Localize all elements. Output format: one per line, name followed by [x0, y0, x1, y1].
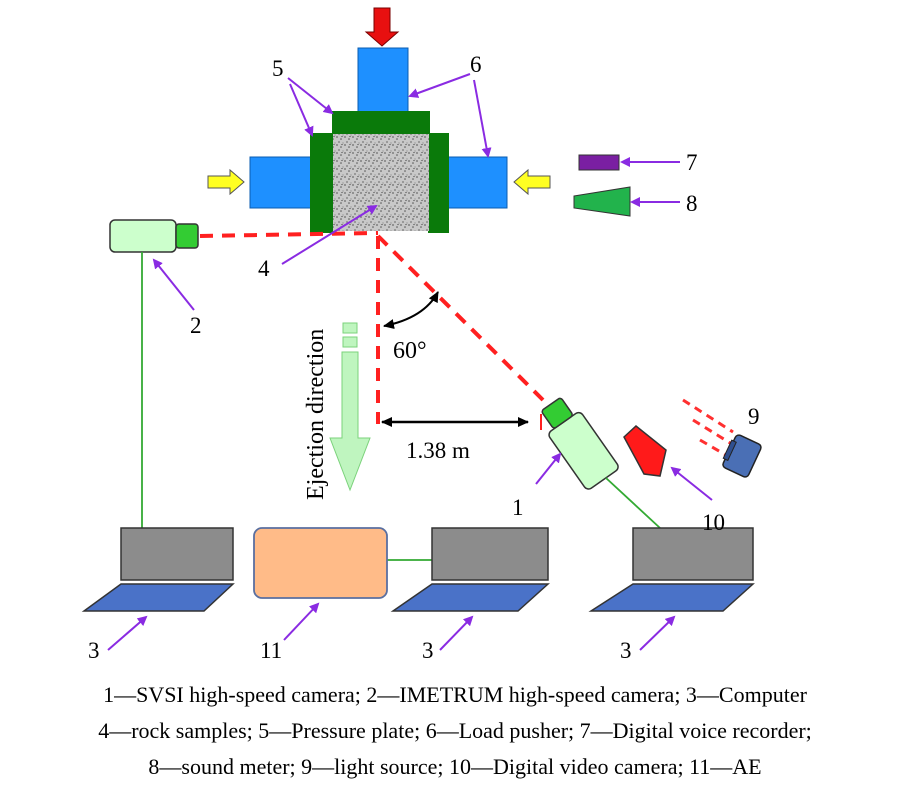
computer-middle-keyboard — [390, 583, 550, 612]
label-7: 7 — [686, 150, 698, 175]
computer-right — [588, 527, 755, 612]
svsi-camera-lens — [541, 397, 573, 429]
label-8: 8 — [686, 191, 698, 216]
computer-middle-monitor — [431, 527, 549, 581]
imetrum-camera-lens — [175, 223, 199, 249]
leader-3c — [639, 615, 676, 651]
ejection-direction-label: Ejection direction — [303, 329, 329, 500]
label-4: 4 — [258, 256, 270, 281]
top-load-pusher — [357, 47, 409, 113]
cables — [141, 252, 661, 561]
ae-system — [253, 527, 388, 599]
sound-meter — [573, 186, 631, 217]
leader-10 — [670, 466, 713, 501]
cable-camera1-computer — [605, 477, 661, 529]
label-3a: 3 — [88, 638, 100, 663]
computer-right-keyboard — [588, 583, 755, 612]
leader-6a — [408, 73, 471, 98]
ejection-direction-arrow — [329, 322, 371, 492]
digital-video-camera — [623, 425, 667, 477]
ae-box — [253, 527, 388, 599]
leader-5a — [287, 77, 334, 115]
leader-1 — [535, 452, 562, 485]
laser-line-to-camera-2 — [199, 231, 379, 238]
angle-arc — [383, 291, 439, 329]
svsi-camera — [541, 397, 619, 490]
left-load-arrow — [207, 168, 245, 196]
computer-left-monitor — [120, 527, 234, 581]
angle-label: 60° — [393, 338, 427, 364]
leader-3a — [107, 615, 148, 651]
right-pressure-plate — [428, 133, 449, 233]
label-3c: 3 — [620, 638, 632, 663]
legend-line-1: 1—SVSI high-speed camera; 2—IMETRUM high… — [103, 682, 807, 707]
label-5: 5 — [272, 56, 284, 81]
leader-3b — [439, 615, 474, 651]
label-2: 2 — [190, 313, 202, 338]
top-load-arrow — [364, 7, 400, 47]
leader-6b — [473, 79, 492, 158]
top-pressure-plate — [332, 111, 430, 135]
leader-arrows — [107, 73, 713, 651]
label-1: 1 — [512, 495, 524, 520]
loading-frame — [207, 7, 551, 233]
label-11: 11 — [260, 638, 282, 663]
imetrum-camera-body — [109, 219, 177, 253]
computer-middle — [390, 527, 550, 612]
leader-2 — [152, 258, 195, 311]
right-load-pusher — [446, 156, 508, 209]
rock-sample — [333, 134, 429, 231]
laser-line-to-camera-1 — [376, 234, 545, 402]
imetrum-camera — [109, 219, 199, 253]
right-load-arrow — [513, 168, 551, 196]
left-load-pusher — [249, 156, 313, 209]
label-3b: 3 — [422, 638, 434, 663]
leader-4 — [281, 204, 378, 265]
laser-lines — [199, 231, 545, 424]
label-6: 6 — [470, 52, 482, 77]
leader-11 — [283, 602, 320, 641]
legend-line-2: 4—rock samples; 5—Pressure plate; 6—Load… — [98, 718, 812, 743]
digital-voice-recorder — [578, 154, 620, 171]
legend-line-3: 8—sound meter; 9—light source; 10—Digita… — [148, 754, 762, 779]
label-9: 9 — [748, 404, 760, 429]
left-pressure-plate — [310, 133, 334, 233]
computer-left-keyboard — [81, 583, 235, 612]
label-10: 10 — [702, 510, 725, 535]
computer-left — [81, 527, 235, 612]
light-source — [682, 398, 762, 478]
computer-right-monitor — [632, 527, 754, 581]
distance-label: 1.38 m — [406, 438, 470, 463]
leader-5b — [289, 83, 314, 137]
